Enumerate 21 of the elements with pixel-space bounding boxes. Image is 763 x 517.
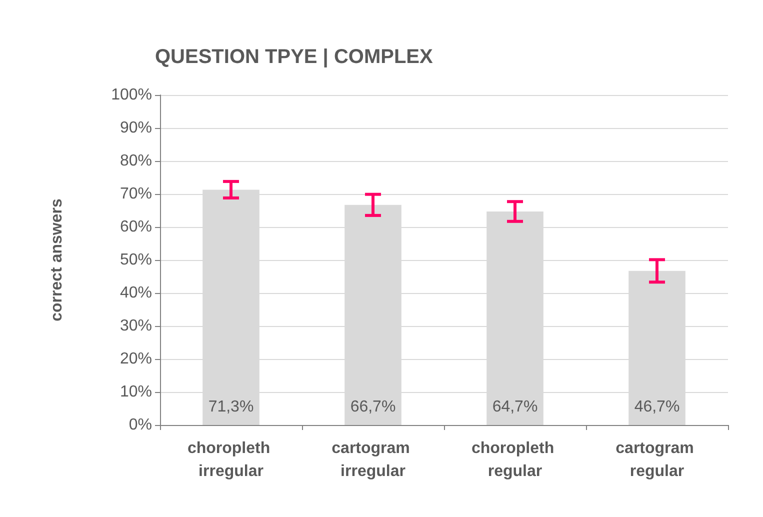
y-tick-label: 10% xyxy=(120,384,152,400)
y-tick-label: 60% xyxy=(120,218,152,236)
y-tick-label: 90% xyxy=(120,120,152,136)
data-label: 66,7% xyxy=(350,398,396,416)
y-axis-title: correct answers xyxy=(48,198,66,322)
x-tick-label: cartogram regular xyxy=(616,440,698,480)
data-label: 71,3% xyxy=(208,398,254,416)
y-tick-label: 20% xyxy=(120,350,152,368)
y-tick-label: 50% xyxy=(120,252,152,268)
x-tick-label: choropleth regular xyxy=(471,440,559,480)
y-tick-label: 70% xyxy=(120,186,152,202)
data-label: 46,7% xyxy=(634,398,680,416)
chart-title: QUESTION TPYE | COMPLEX xyxy=(155,46,434,68)
y-tick-label: 30% xyxy=(120,318,152,334)
y-tick-label: 0% xyxy=(128,416,152,434)
y-tick-label: 40% xyxy=(120,284,152,302)
data-label: 64,7% xyxy=(492,398,538,416)
y-tick-label: 80% xyxy=(120,152,152,170)
y-tick-label: 100% xyxy=(111,86,152,104)
x-tick-label: cartogram irregular xyxy=(332,440,414,480)
x-tick-label: choropleth irregular xyxy=(187,440,275,480)
